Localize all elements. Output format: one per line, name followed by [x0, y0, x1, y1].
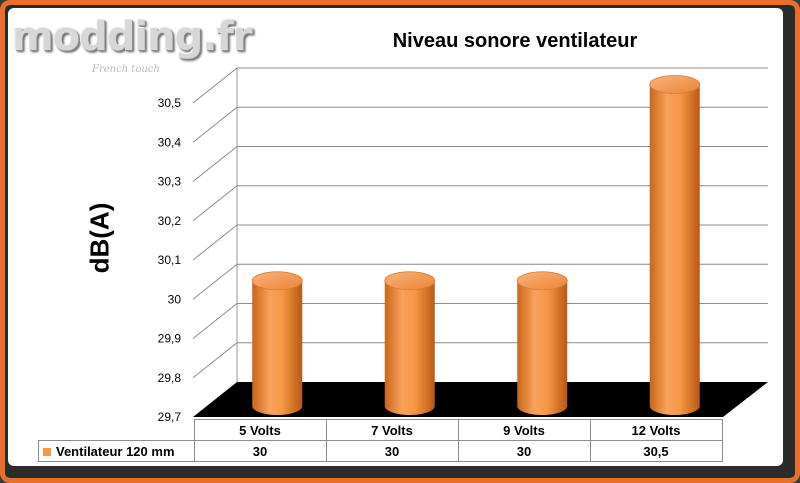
bar: [251, 271, 303, 415]
bar: [649, 75, 701, 415]
data-label: 30: [193, 440, 327, 462]
y-tick-labels: 29,7 29,8 29,9 30 30,1 30,2 30,3 30,4 30,5: [158, 96, 182, 424]
y-tick-label: 30,5: [158, 96, 182, 110]
data-label: 30,5: [589, 440, 723, 462]
data-table-header-row: 5 Volts 7 Volts 9 Volts 12 Volts: [39, 419, 723, 441]
y-tick-label: 29,9: [158, 332, 182, 346]
gridline: [192, 146, 768, 182]
category-label: 12 Volts: [589, 419, 723, 441]
data-table: 5 Volts 7 Volts 9 Volts 12 Volts Ventila…: [38, 419, 723, 462]
chart-title: Niveau sonore ventilateur: [392, 30, 638, 52]
gridline: [192, 185, 768, 222]
chart-floor: [193, 382, 768, 417]
y-tick-label: 30,3: [158, 175, 182, 189]
bar-body: [517, 280, 568, 415]
y-tick-label: 30,4: [158, 135, 182, 149]
data-label: 30: [457, 440, 591, 462]
gridline: [192, 67, 768, 104]
gridline: [192, 106, 768, 143]
legend-swatch: [43, 447, 51, 456]
site-logo-tagline: French touch: [92, 64, 160, 75]
bars-layer: [251, 75, 701, 415]
bar-body: [252, 280, 303, 415]
gridline: [192, 263, 768, 300]
bar-cap: [251, 271, 303, 291]
bar-cap: [516, 271, 568, 291]
y-tick-label: 29,7: [158, 410, 182, 424]
grid-layer: [192, 67, 768, 417]
gridline: [192, 342, 768, 379]
y-tick-label: 30: [168, 292, 182, 306]
bar-cap: [384, 271, 436, 291]
data-table-corner: [39, 420, 195, 441]
y-tick-label: 29,8: [158, 371, 182, 385]
y-tick-label: 30,1: [158, 253, 182, 267]
gridline: [192, 303, 768, 339]
data-table-series-row: Ventilateur 120 mm 30 30 30 30,5: [38, 440, 723, 462]
bar: [516, 271, 568, 415]
site-logo: modding.fr: [12, 14, 253, 60]
bar: [384, 271, 436, 415]
category-label: 5 Volts: [193, 419, 327, 441]
bar-body: [384, 280, 435, 415]
category-label: 9 Volts: [457, 419, 591, 441]
category-label: 7 Volts: [325, 419, 459, 441]
data-label: 30: [325, 440, 459, 462]
bar-body: [649, 84, 700, 415]
y-tick-label: 30,2: [158, 214, 182, 228]
series-name: Ventilateur 120 mm: [56, 443, 175, 459]
bar-cap: [649, 75, 701, 94]
legend-entry: Ventilateur 120 mm: [38, 440, 195, 462]
gridline: [192, 224, 768, 261]
